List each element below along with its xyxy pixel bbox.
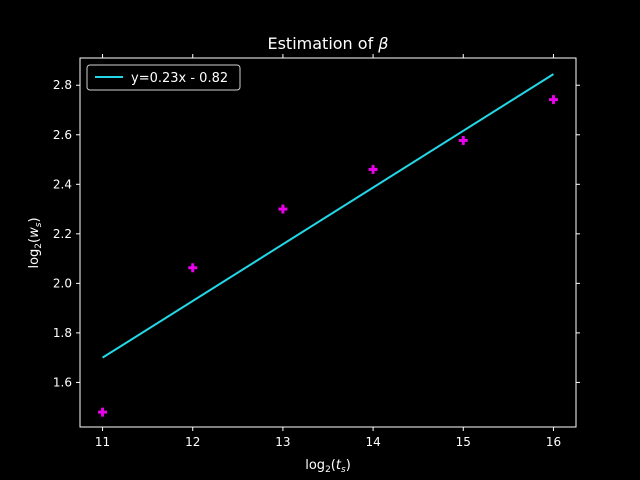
data-point-v xyxy=(101,407,105,417)
x-tick-label: 15 xyxy=(456,435,471,449)
x-tick-label: 12 xyxy=(185,435,200,449)
data-point-v xyxy=(191,263,195,273)
plot-frame xyxy=(79,57,577,428)
y-axis-label: log2(ws) xyxy=(27,217,44,268)
y-tick-label: 1.6 xyxy=(53,375,72,389)
chart-title: Estimation of β xyxy=(267,34,388,53)
data-point xyxy=(368,164,378,174)
data-point xyxy=(458,135,468,145)
x-axis-label: log2(ts) xyxy=(305,458,351,475)
y-tick-label: 2.6 xyxy=(53,128,72,142)
y-axis-ticks: 1.6 1.8 2.0 2.2 2.4 2.6 2.8 xyxy=(53,78,580,389)
data-point xyxy=(548,95,558,105)
data-point-v xyxy=(371,164,375,174)
y-tick-label: 2.4 xyxy=(53,177,72,191)
y-tick-label: 1.8 xyxy=(53,326,72,340)
legend: y=0.23x - 0.82 xyxy=(86,64,241,91)
x-tick-label: 13 xyxy=(275,435,290,449)
fit-line xyxy=(102,73,554,359)
data-point-v xyxy=(551,95,555,105)
data-point xyxy=(98,407,108,417)
x-tick-label: 14 xyxy=(365,435,380,449)
x-tick-label: 16 xyxy=(546,435,561,449)
y-axis-label-group: log2(ws) xyxy=(27,217,44,268)
series-layer xyxy=(98,73,558,417)
legend-label: y=0.23x - 0.82 xyxy=(131,71,228,86)
data-point-v xyxy=(281,204,285,214)
x-axis-ticks: 11 12 13 14 15 16 xyxy=(95,54,561,449)
y-tick-label: 2.8 xyxy=(53,78,72,92)
y-tick-label: 2.0 xyxy=(53,276,72,290)
data-point xyxy=(188,263,198,273)
x-tick-label: 11 xyxy=(95,435,110,449)
data-point xyxy=(278,204,288,214)
data-point-v xyxy=(461,135,465,145)
legend-box xyxy=(86,64,241,91)
y-tick-label: 2.2 xyxy=(53,227,72,241)
